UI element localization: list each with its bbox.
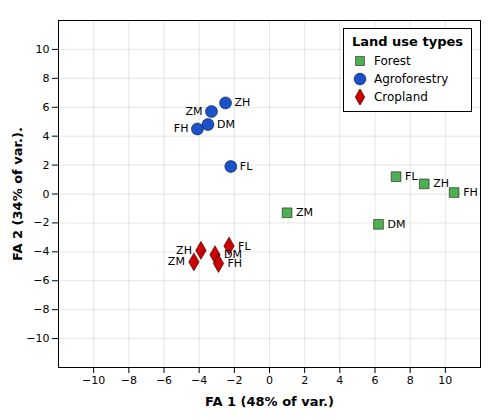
svg-text:FH: FH [463, 186, 478, 199]
svg-text:8: 8 [407, 374, 414, 387]
svg-text:DM: DM [224, 248, 242, 262]
svg-text:4: 4 [43, 130, 50, 143]
svg-text:FL: FL [240, 160, 253, 173]
svg-text:ZM: ZM [168, 255, 185, 268]
svg-text:ZM: ZM [296, 206, 313, 219]
html-text:Forest: Forest [374, 54, 411, 68]
svg-text:2: 2 [301, 374, 308, 387]
svg-text:FH: FH [228, 257, 243, 270]
svg-text:FA 1 (48% of var.): FA 1 (48% of var.) [205, 394, 334, 409]
svg-text:−2: −2 [226, 374, 242, 387]
svg-text:10: 10 [438, 374, 452, 387]
svg-text:ZM: ZM [185, 105, 202, 118]
svg-text:−10: −10 [26, 332, 49, 345]
svg-text:−4: −4 [191, 374, 207, 387]
svg-text:8: 8 [43, 72, 50, 85]
svg-text:DM: DM [217, 118, 235, 131]
svg-text:DM: DM [388, 218, 406, 231]
svg-text:−8: −8 [33, 303, 49, 316]
svg-text:−10: −10 [82, 374, 105, 387]
svg-text:−8: −8 [121, 374, 137, 387]
svg-text:−4: −4 [33, 245, 49, 258]
svg-text:0: 0 [266, 374, 273, 387]
html-text:Land use types: Land use types [352, 34, 463, 49]
svg-text:ZH: ZH [235, 96, 251, 109]
svg-text:10: 10 [36, 43, 50, 56]
svg-text:FH: FH [174, 122, 189, 135]
svg-text:2: 2 [43, 159, 50, 172]
html-text:Agroforestry: Agroforestry [374, 72, 449, 86]
svg-text:6: 6 [43, 101, 50, 114]
svg-text:FL: FL [405, 170, 418, 183]
svg-text:−6: −6 [33, 274, 49, 287]
svg-text:−6: −6 [156, 374, 172, 387]
svg-text:0: 0 [43, 188, 50, 201]
svg-text:ZH: ZH [176, 243, 192, 257]
svg-text:4: 4 [336, 374, 343, 387]
svg-text:6: 6 [372, 374, 379, 387]
svg-text:FA 2 (34% of var.).: FA 2 (34% of var.). [10, 127, 25, 261]
svg-text:ZH: ZH [433, 177, 449, 190]
svg-text:−2: −2 [33, 216, 49, 229]
html-text:Cropland: Cropland [374, 90, 428, 104]
svg-text:FL: FL [238, 239, 251, 253]
